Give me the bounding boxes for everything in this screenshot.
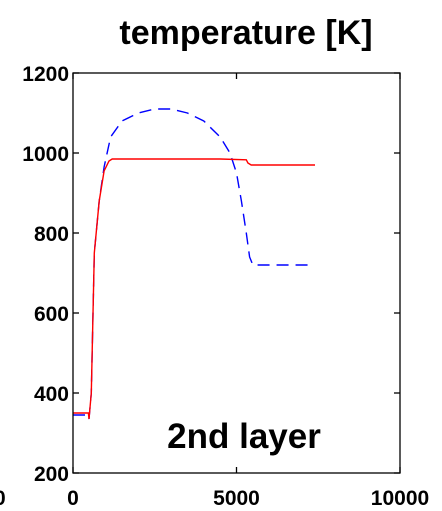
y-tick-label: 800 <box>34 223 69 246</box>
series-layer <box>73 108 315 420</box>
layer-annotation: 2nd layer <box>167 417 321 456</box>
y-tick-label: 1200 <box>22 63 69 86</box>
series-line-2 <box>73 158 315 420</box>
y-tick-label: 1000 <box>22 143 69 166</box>
x-tick-label: 0 <box>67 487 79 510</box>
series-line-1 <box>73 108 309 420</box>
x-tick-label: 5000 <box>213 487 260 510</box>
x-tick-label: 10000 <box>371 487 429 510</box>
chart-title: temperature [K] <box>119 14 372 52</box>
plot-frame <box>72 72 401 474</box>
y-tick-label: 600 <box>34 303 69 326</box>
y-axis: 200 400 600 800 1000 1200 <box>22 63 400 486</box>
x-tick-label-fragment: 0 <box>0 487 6 510</box>
y-tick-label: 400 <box>34 383 69 406</box>
y-tick-label: 200 <box>34 463 69 486</box>
